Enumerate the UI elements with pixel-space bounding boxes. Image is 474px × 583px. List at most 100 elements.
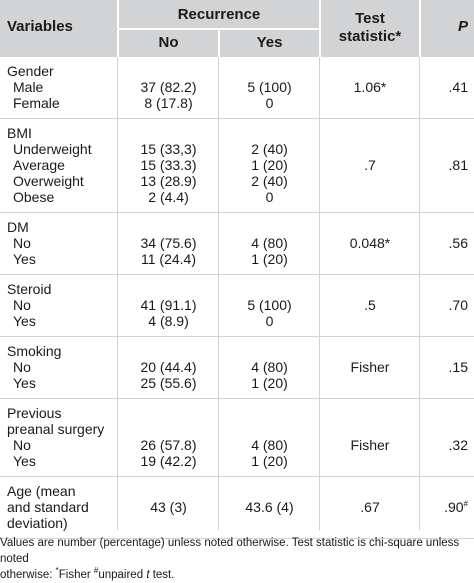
row-label: Yes (13, 251, 36, 267)
table-group: BMI Underweight 15 (33,3) 2 (40) Average 15 (… (0, 119, 474, 213)
header-divider (319, 0, 321, 57)
cell-yes: 0 (265, 95, 274, 111)
row-label: Average (13, 157, 65, 173)
row-label: Male (13, 79, 44, 95)
cell-no: 11 (24.4) (141, 251, 196, 267)
cell-no: 13 (28.9) (140, 173, 197, 189)
header-subdivider (118, 28, 320, 30)
table-group: Age (mean and standard deviation) 43 (3) 43.… (0, 477, 474, 539)
row-label: Yes (13, 375, 36, 391)
cell-no: 8 (17.8) (144, 95, 193, 111)
row-separator (0, 476, 474, 477)
cell-yes: 5 (100) (247, 79, 292, 95)
header-test-statistic: Test statistic* (320, 10, 420, 46)
cell-p-marker: # (463, 499, 468, 509)
table-body: Gender Male 37 (82.2) 5 (100) 1.06* .41 Female… (0, 57, 474, 539)
group-label: Smoking (7, 343, 62, 359)
group-label: Previous (7, 405, 62, 421)
row-separator (0, 336, 474, 337)
table-group: Gender Male 37 (82.2) 5 (100) 1.06* .41 Female… (0, 57, 474, 119)
cell-yes: 5 (100) (247, 297, 292, 313)
header-variables: Variables (7, 18, 73, 35)
cell-p: .90# (420, 499, 468, 515)
column-divider (218, 57, 219, 530)
cell-yes: 0 (265, 189, 274, 205)
header-yes: Yes (256, 34, 283, 51)
cell-yes: 1 (20) (251, 375, 288, 391)
cell-no: 37 (82.2) (140, 79, 197, 95)
group-label: and standard (7, 499, 89, 515)
cell-yes: 4 (80) (251, 437, 288, 453)
cell-yes: 1 (20) (251, 251, 288, 267)
header-test-statistic-text: Test statistic* (338, 10, 402, 45)
cell-no: 43 (3) (150, 499, 187, 515)
footnote-text: Fisher (58, 569, 94, 581)
group-label: Age (mean (7, 483, 76, 499)
group-label: preanal surgery (7, 421, 105, 437)
cell-test-statistic: Fisher (350, 437, 390, 453)
footnote-line-1: Values are number (percentage) unless no… (0, 537, 460, 565)
footnote-text: unpaired (98, 569, 147, 581)
cell-p: .81 (448, 157, 468, 173)
footnote-marker: * (55, 566, 59, 576)
cell-yes: 1 (20) (251, 157, 288, 173)
column-divider (117, 57, 118, 530)
cell-no: 20 (44.4) (140, 359, 197, 375)
header-divider (419, 0, 421, 57)
row-label: Yes (13, 453, 36, 469)
row-separator (0, 118, 474, 119)
cell-yes: 0 (265, 313, 274, 329)
footnote-text: otherwise: (0, 569, 56, 581)
column-divider (419, 57, 420, 530)
cell-no: 19 (42.2) (140, 453, 197, 469)
cell-test-statistic: .7 (364, 157, 376, 173)
group-label: deviation) (7, 515, 68, 531)
cell-p-value: .90 (444, 499, 464, 515)
cell-test-statistic: .67 (360, 499, 380, 515)
cell-yes: 4 (80) (251, 235, 288, 251)
row-label: No (13, 297, 31, 313)
header-divider (218, 29, 220, 57)
row-separator (0, 538, 474, 539)
row-label: Obese (13, 189, 55, 205)
group-label: Steroid (7, 281, 52, 297)
cell-yes: 43.6 (4) (245, 499, 294, 515)
footnote-line-2: otherwise: *Fisher #unpaired t test. (0, 567, 474, 583)
cell-no: 25 (55.6) (140, 375, 197, 391)
group-label: BMI (7, 125, 32, 141)
cell-yes: 4 (80) (251, 359, 288, 375)
footnote-marker: # (93, 566, 99, 576)
table-group: Steroid No 41 (91.1) 5 (100) .5 .70 Yes 4 (8.9)… (0, 275, 474, 337)
cell-test-statistic: 0.048* (349, 235, 391, 251)
row-label: Underweight (13, 141, 92, 157)
footnote-text: test. (149, 569, 175, 581)
cell-p: .41 (448, 79, 468, 95)
cell-yes: 1 (20) (251, 453, 288, 469)
cell-p: .32 (448, 437, 468, 453)
cell-no: 15 (33,3) (140, 141, 197, 157)
cell-p: .70 (448, 297, 468, 313)
header-recurrence: Recurrence (177, 6, 261, 23)
cell-yes: 2 (40) (251, 173, 288, 189)
row-separator (0, 274, 474, 275)
row-label: Yes (13, 313, 36, 329)
cell-no: 26 (57.8) (140, 437, 197, 453)
cell-no: 34 (75.6) (140, 235, 197, 251)
cell-test-statistic: .5 (364, 297, 376, 313)
row-label: No (13, 235, 31, 251)
group-label: DM (7, 219, 29, 235)
header-p: P (457, 18, 468, 35)
cell-test-statistic: 1.06* (353, 79, 387, 95)
cell-p: .15 (448, 359, 468, 375)
table-group: Smoking No 20 (44.4) 4 (80) Fisher .15 Yes 25 (… (0, 337, 474, 399)
column-divider (319, 57, 320, 530)
cell-test-statistic: Fisher (350, 359, 390, 375)
row-separator (0, 398, 474, 399)
header-no: No (158, 34, 179, 51)
row-label: No (13, 437, 31, 453)
table-footnote: Values are number (percentage) unless no… (0, 535, 474, 583)
cell-no: 15 (33.3) (140, 157, 197, 173)
cell-no: 2 (4.4) (148, 189, 189, 205)
table-group: Previous preanal surgery No 26 (57.8) 4 (80)… (0, 399, 474, 477)
cell-no: 41 (91.1) (140, 297, 197, 313)
